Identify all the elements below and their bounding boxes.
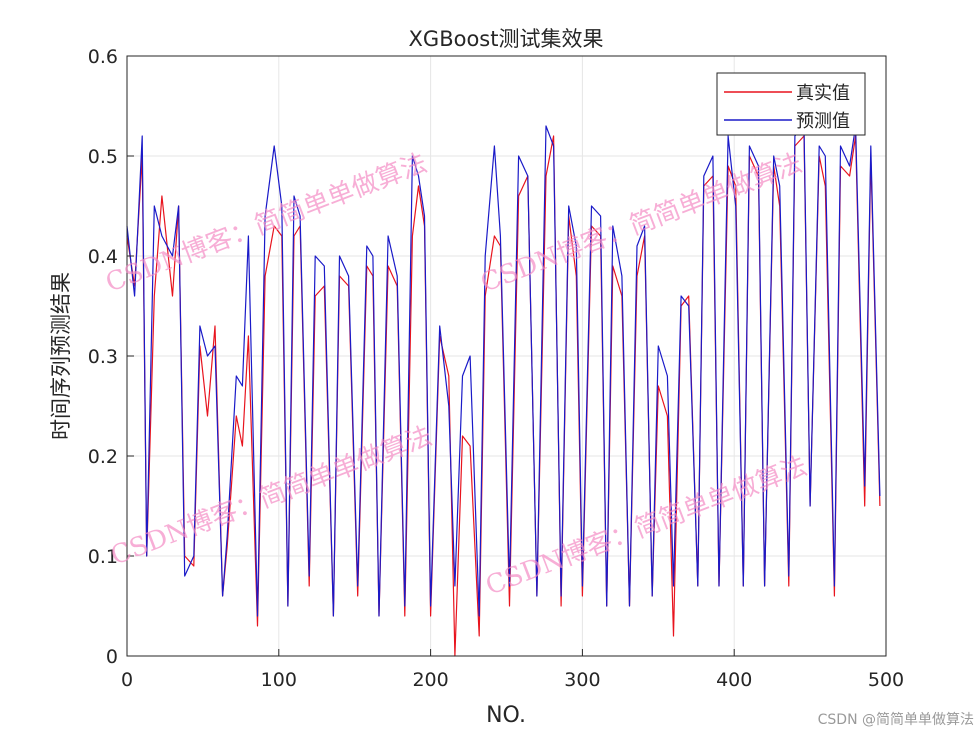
watermark-text: CSDN博客：简简单单做算法 <box>482 451 811 601</box>
y-axis-label: 时间序列预测结果 <box>49 272 73 440</box>
y-tick-label: 0.2 <box>88 446 118 468</box>
y-tick-label: 0 <box>106 646 118 668</box>
x-axis-label: NO. <box>486 703 526 728</box>
legend-label-pred: 预测值 <box>796 111 850 132</box>
y-tick-label: 0.3 <box>88 346 118 368</box>
x-tick-label: 0 <box>121 669 133 691</box>
y-tick-label: 0.1 <box>88 546 118 568</box>
watermark-text: CSDN博客：简简单单做算法 <box>477 148 806 298</box>
series-layer <box>126 125 881 657</box>
series-line-true <box>126 135 881 657</box>
y-tick-label: 0.4 <box>88 246 118 268</box>
legend: 真实值 预测值 <box>716 72 866 136</box>
legend-box <box>716 72 866 136</box>
x-axis-ticks: 0 100 200 300 400 500 <box>121 649 904 691</box>
y-axis-ticks: 0 0.1 0.2 0.3 0.4 0.5 0.6 <box>88 46 134 668</box>
series-line-pred <box>126 125 881 617</box>
y-tick-label: 0.6 <box>88 46 118 68</box>
footer-credit: CSDN @简简单单做算法 <box>817 712 974 728</box>
x-tick-label: 400 <box>716 669 752 691</box>
x-tick-label: 300 <box>564 669 600 691</box>
x-tick-label: 500 <box>868 669 904 691</box>
watermark-text: CSDN博客：简简单单做算法 <box>107 421 436 571</box>
x-tick-label: 100 <box>261 669 297 691</box>
legend-label-true: 真实值 <box>796 83 850 104</box>
x-tick-label: 200 <box>412 669 448 691</box>
chart-title: XGBoost测试集效果 <box>409 27 604 51</box>
y-tick-label: 0.5 <box>88 146 118 168</box>
watermark-text: CSDN博客：简简单单做算法 <box>102 148 431 298</box>
